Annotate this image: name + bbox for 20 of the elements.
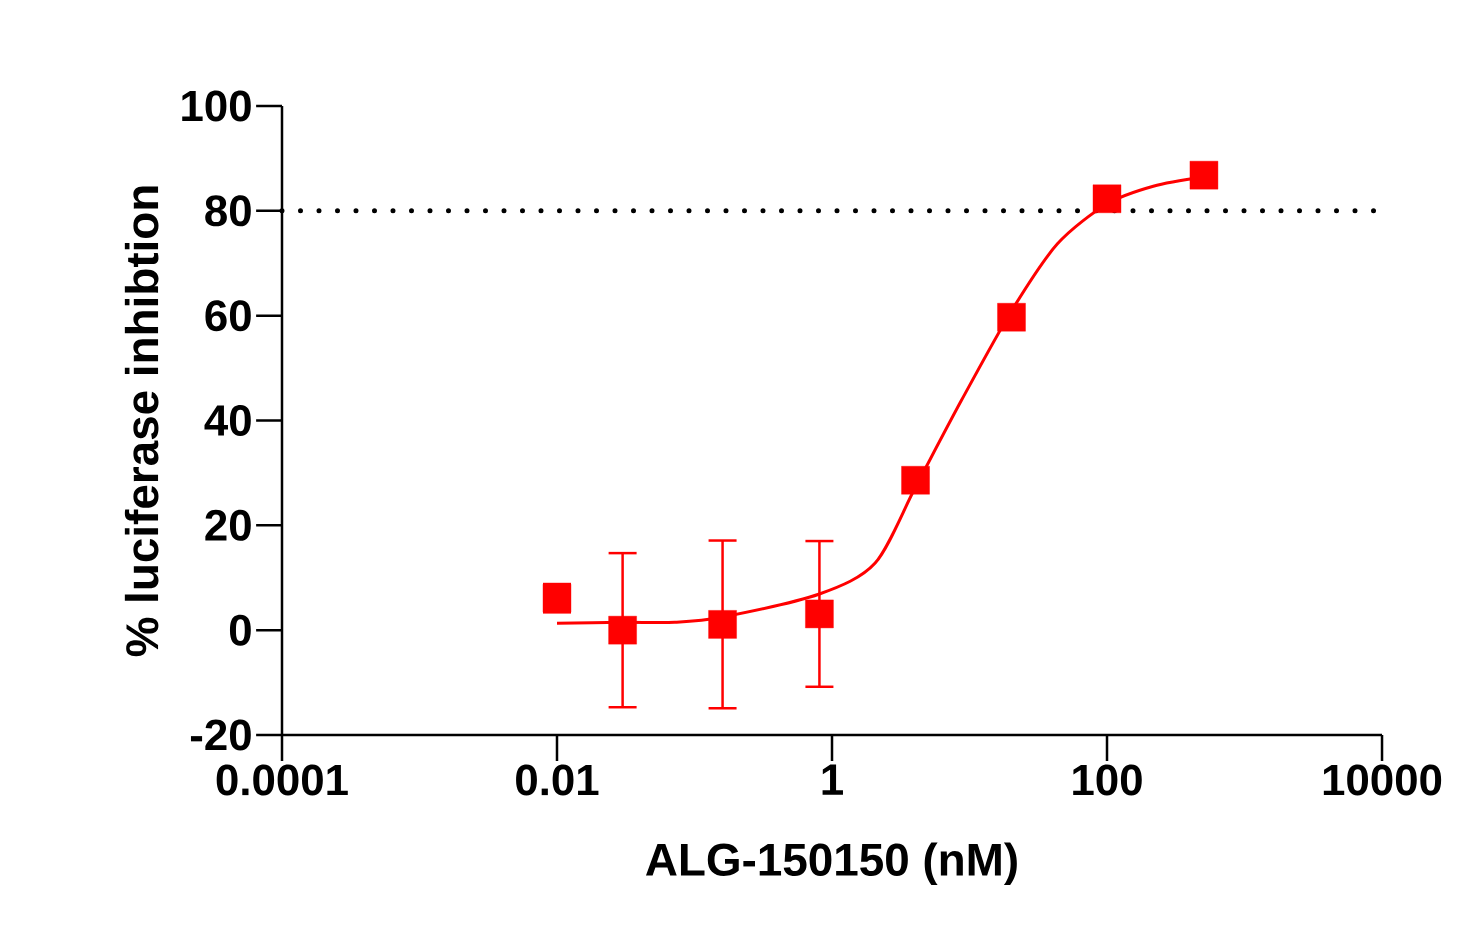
point: [1092, 184, 1122, 213]
x-tick-label: 1: [822, 764, 843, 795]
point: [1189, 160, 1219, 190]
y-tick-label: 100: [182, 90, 251, 122]
point: [805, 599, 834, 629]
x-axis-title: ALG-150150 (nM): [645, 842, 1017, 886]
point: [708, 610, 737, 639]
y-tick-label: 20: [205, 509, 251, 541]
y-tick-label: 40: [204, 404, 251, 437]
x-tick-label: 0.0001: [216, 764, 348, 796]
point: [997, 303, 1026, 332]
y-tick-label: 80: [205, 195, 251, 227]
y-tick-label: -20: [190, 719, 251, 751]
y-axis-title: % luciferase inhibtion: [124, 186, 159, 657]
y-tick-label: 60: [205, 300, 251, 332]
x-tick-label: 0.01: [516, 764, 599, 796]
x-tick-label: 10000: [1323, 764, 1442, 796]
point: [901, 466, 930, 495]
y-tick-label: 0: [229, 614, 251, 646]
x-tick-label: 100: [1073, 764, 1142, 796]
